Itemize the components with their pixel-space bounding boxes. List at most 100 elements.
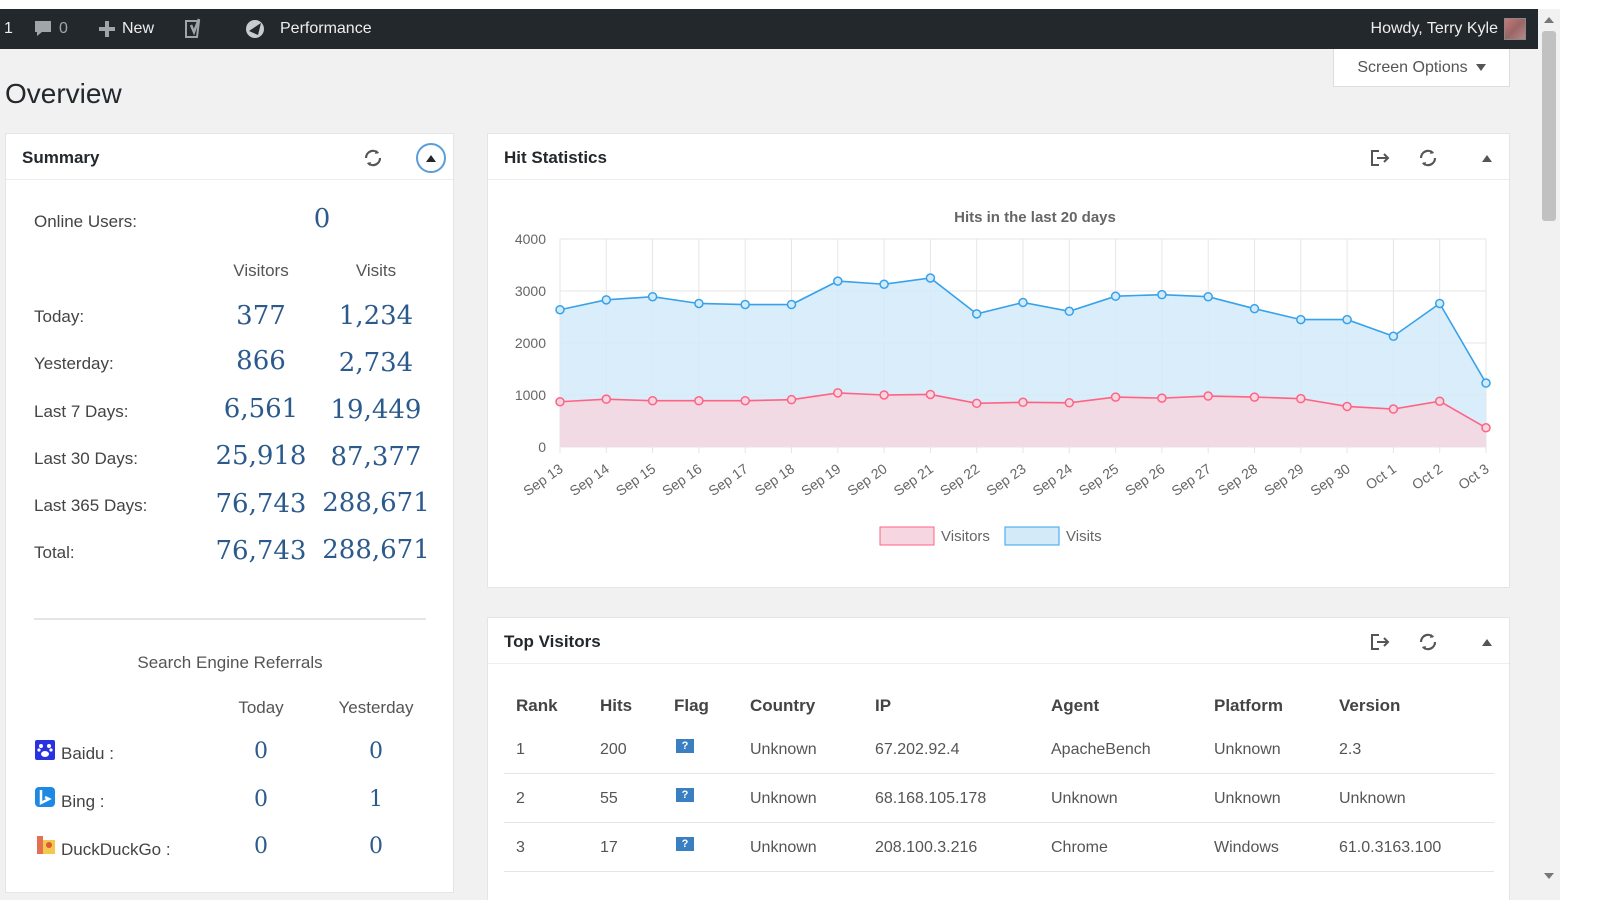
visits-col-header: Visits bbox=[355, 261, 397, 280]
refresh-icon[interactable] bbox=[361, 146, 385, 170]
x-tick-label: Sep 28 bbox=[1215, 460, 1261, 499]
collapse-arrow-icon[interactable] bbox=[1475, 630, 1499, 654]
data-point-visitors bbox=[879, 390, 889, 400]
seo-menu[interactable] bbox=[184, 9, 208, 49]
new-content-link[interactable]: New bbox=[98, 9, 154, 49]
screen-options-button[interactable]: Screen Options bbox=[1333, 49, 1510, 87]
data-point-visitors bbox=[1481, 423, 1491, 433]
col-header-hits: Hits bbox=[600, 696, 633, 715]
data-point-visits bbox=[647, 291, 658, 302]
scroll-down-arrow-icon[interactable] bbox=[1544, 873, 1554, 879]
x-tick-label: Oct 3 bbox=[1455, 460, 1492, 492]
screen-options-label: Screen Options bbox=[1357, 58, 1468, 76]
col-header-agent: Agent bbox=[1051, 696, 1100, 715]
summary-visitors-value: 377 bbox=[236, 301, 286, 331]
data-point-visitors bbox=[971, 398, 982, 409]
data-point-visitors bbox=[833, 388, 843, 398]
online-users-value: 0 bbox=[313, 204, 331, 234]
collapse-arrow-icon[interactable] bbox=[1475, 146, 1499, 170]
x-tick-label: Sep 24 bbox=[1029, 460, 1075, 499]
engine-today-value: 0 bbox=[254, 739, 268, 764]
data-point-visits bbox=[786, 299, 797, 310]
summary-header: Summary bbox=[6, 134, 453, 180]
engine-yesterday-value: 0 bbox=[369, 739, 383, 764]
hit-statistics-header: Hit Statistics bbox=[488, 134, 1509, 180]
data-point-visitors bbox=[694, 395, 704, 406]
scrollbar-thumb[interactable] bbox=[1542, 31, 1556, 221]
refresh-icon[interactable] bbox=[1416, 630, 1440, 654]
engine-name: Bing : bbox=[61, 792, 105, 811]
collapse-toggle-icon[interactable] bbox=[416, 143, 446, 173]
col-header-ip: IP bbox=[875, 696, 892, 715]
summary-visits-value: 87,377 bbox=[330, 442, 422, 472]
avatar bbox=[1504, 18, 1526, 40]
x-tick-label: Oct 1 bbox=[1363, 460, 1400, 492]
admin-bar: 1 0 New Performance Howdy, Terry Kyle bbox=[0, 9, 1538, 49]
data-point-visitors bbox=[1018, 397, 1028, 408]
search-referrals-title: Search Engine Referrals bbox=[137, 653, 323, 672]
caret-down-icon bbox=[1475, 59, 1486, 77]
refresh-icon[interactable] bbox=[1416, 146, 1440, 170]
bing-icon bbox=[35, 787, 55, 807]
visitors-col-header: Visitors bbox=[233, 261, 289, 280]
summary-title: Summary bbox=[22, 148, 100, 167]
data-point-visitors bbox=[601, 394, 612, 404]
scroll-up-arrow-icon[interactable] bbox=[1544, 17, 1554, 23]
ip-cell: 208.100.3.216 bbox=[875, 839, 978, 856]
col-header-platform: Platform bbox=[1214, 696, 1283, 715]
x-tick-label: Sep 27 bbox=[1168, 460, 1214, 499]
open-page-icon[interactable] bbox=[1368, 146, 1392, 170]
summary-visits-value: 2,734 bbox=[338, 348, 414, 378]
updates-count[interactable]: 1 bbox=[4, 9, 13, 49]
summary-row-label: Last 30 Days: bbox=[34, 449, 138, 468]
summary-row-label: Last 365 Days: bbox=[34, 496, 148, 515]
platform-cell: Unknown bbox=[1214, 790, 1281, 807]
x-tick-label: Sep 16 bbox=[659, 460, 705, 499]
data-point-visitors bbox=[1388, 404, 1399, 414]
rank-cell: 2 bbox=[516, 790, 525, 807]
today-col-header: Today bbox=[238, 698, 284, 717]
data-point-visits bbox=[971, 309, 982, 319]
x-tick-label: Sep 29 bbox=[1261, 460, 1307, 499]
hit-statistics-title: Hit Statistics bbox=[504, 148, 607, 167]
data-point-visits bbox=[1388, 331, 1399, 341]
performance-menu[interactable]: Performance bbox=[244, 9, 372, 49]
y-tick-label: 2000 bbox=[515, 335, 546, 351]
my-account-menu[interactable]: Howdy, Terry Kyle bbox=[1371, 9, 1526, 49]
engine-name: Baidu : bbox=[61, 744, 114, 763]
x-tick-label: Sep 13 bbox=[520, 460, 566, 499]
chart-title: Hits in the last 20 days bbox=[954, 209, 1116, 226]
x-tick-label: Sep 20 bbox=[844, 460, 890, 499]
data-point-visitors bbox=[740, 395, 750, 406]
top-visitors-title: Top Visitors bbox=[504, 632, 601, 651]
data-point-visits bbox=[1342, 314, 1352, 325]
data-point-visitors bbox=[1249, 392, 1260, 402]
data-point-visitors bbox=[1203, 391, 1213, 401]
col-header-rank: Rank bbox=[516, 696, 558, 715]
data-point-visits bbox=[694, 298, 704, 309]
x-tick-label: Sep 18 bbox=[752, 460, 798, 499]
comments-link[interactable]: 0 bbox=[33, 9, 68, 49]
window-edge bbox=[1560, 0, 1600, 900]
hit-statistics-widget: Hit Statistics Hits in the last 20 days 0… bbox=[487, 133, 1510, 588]
new-label: New bbox=[122, 20, 155, 37]
rank-cell: 3 bbox=[516, 839, 525, 856]
data-point-visits bbox=[1481, 378, 1491, 388]
top-visitors-widget: Top Visitors Rank Hits Flag Country IP A… bbox=[487, 617, 1510, 900]
baidu-icon bbox=[35, 740, 55, 760]
col-header-flag: Flag bbox=[674, 696, 709, 715]
data-point-visitors bbox=[1064, 398, 1075, 408]
data-point-visits bbox=[1249, 303, 1260, 314]
summary-visitors-value: 76,743 bbox=[215, 489, 307, 519]
unknown-flag-icon: ? bbox=[676, 788, 694, 802]
open-page-icon[interactable] bbox=[1368, 630, 1392, 654]
ip-cell: 67.202.92.4 bbox=[875, 741, 960, 758]
data-point-visits bbox=[1203, 291, 1213, 302]
vertical-scrollbar[interactable] bbox=[1538, 9, 1560, 900]
country-cell: Unknown bbox=[750, 741, 817, 758]
x-tick-label: Sep 15 bbox=[613, 460, 659, 499]
greeting: Howdy, Terry Kyle bbox=[1370, 20, 1498, 37]
x-tick-label: Sep 14 bbox=[566, 460, 612, 499]
country-cell: Unknown bbox=[750, 839, 817, 856]
legend-label: Visitors bbox=[941, 528, 990, 545]
